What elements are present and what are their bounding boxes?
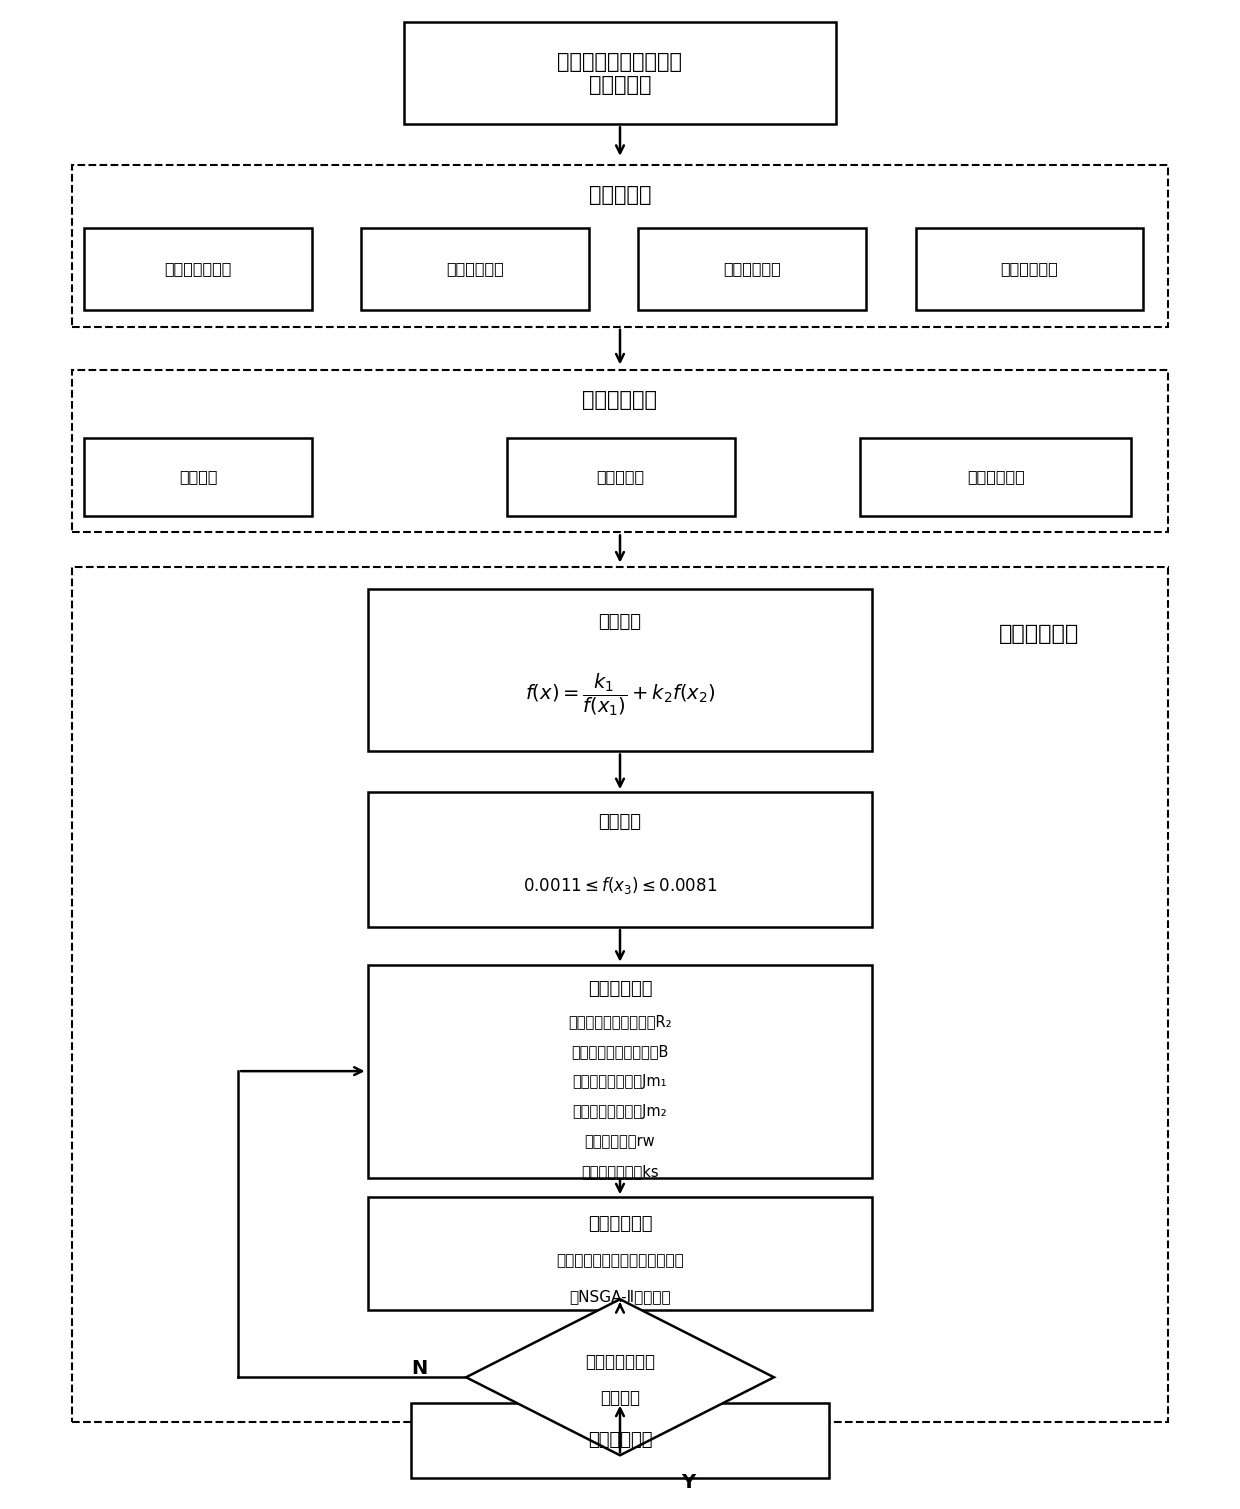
FancyBboxPatch shape — [361, 228, 589, 311]
FancyBboxPatch shape — [367, 590, 873, 751]
Text: 直流电机转动惯量Jm₂: 直流电机转动惯量Jm₂ — [573, 1105, 667, 1120]
Text: 整车及轮胎模型: 整车及轮胎模型 — [165, 261, 232, 276]
Text: 液压变传动比转向系统
多目标优化: 液压变传动比转向系统 多目标优化 — [558, 51, 682, 95]
Text: 转向灵敏度: 转向灵敏度 — [596, 469, 645, 484]
FancyBboxPatch shape — [507, 438, 734, 516]
Text: 齿扇节圆半径rw: 齿扇节圆半径rw — [585, 1135, 655, 1150]
Text: 性能评价指标: 性能评价指标 — [583, 391, 657, 410]
Text: 目标函数: 目标函数 — [599, 614, 641, 631]
FancyBboxPatch shape — [639, 228, 867, 311]
Text: 优化变量赋值: 优化变量赋值 — [588, 979, 652, 997]
Text: 是否得到满意的: 是否得到满意的 — [585, 1354, 655, 1372]
Text: 转向系统能耗: 转向系统能耗 — [967, 469, 1024, 484]
Text: 变传动比模型: 变传动比模型 — [1001, 261, 1059, 276]
Text: $f(x)=\dfrac{k_1}{f(x_1)}+k_2f(x_2)$: $f(x)=\dfrac{k_1}{f(x_1)}+k_2f(x_2)$ — [525, 672, 715, 718]
Text: 约束条件: 约束条件 — [599, 813, 641, 831]
FancyBboxPatch shape — [915, 228, 1143, 311]
Text: $0.0011\leq f(x_3)\leq 0.0081$: $0.0011\leq f(x_3)\leq 0.0081$ — [523, 875, 717, 895]
FancyBboxPatch shape — [84, 228, 312, 311]
FancyBboxPatch shape — [367, 792, 873, 927]
FancyBboxPatch shape — [84, 438, 312, 516]
Text: 的NSGA-Ⅱ遗传算法: 的NSGA-Ⅱ遗传算法 — [569, 1289, 671, 1304]
Text: 优化结果: 优化结果 — [600, 1390, 640, 1408]
Text: 优化算法运算: 优化算法运算 — [588, 1215, 652, 1233]
Text: N: N — [412, 1358, 428, 1378]
Text: 采用混合小生境群体间共享技术: 采用混合小生境群体间共享技术 — [556, 1252, 684, 1268]
FancyBboxPatch shape — [72, 164, 1168, 327]
Text: 动力学建模: 动力学建模 — [589, 184, 651, 205]
Text: 转矩传感器刚度ks: 转矩传感器刚度ks — [582, 1163, 658, 1179]
Text: 双作用叶片泵定子厚度B: 双作用叶片泵定子厚度B — [572, 1044, 668, 1059]
Text: 转向路感: 转向路感 — [179, 469, 217, 484]
Polygon shape — [466, 1299, 774, 1455]
FancyBboxPatch shape — [367, 1197, 873, 1310]
Text: 液压助力模型: 液压助力模型 — [723, 261, 781, 276]
Text: 输出优化结果: 输出优化结果 — [588, 1432, 652, 1449]
FancyBboxPatch shape — [72, 370, 1168, 533]
Text: Y: Y — [681, 1473, 694, 1492]
Text: 双作用叶片泵长轴半径R₂: 双作用叶片泵长轴半径R₂ — [568, 1014, 672, 1029]
FancyBboxPatch shape — [410, 1403, 830, 1477]
Text: 助力电机转动惯量Jm₁: 助力电机转动惯量Jm₁ — [573, 1074, 667, 1089]
FancyBboxPatch shape — [404, 23, 836, 124]
FancyBboxPatch shape — [72, 567, 1168, 1423]
FancyBboxPatch shape — [367, 964, 873, 1177]
Text: 机械传动模型: 机械传动模型 — [446, 261, 505, 276]
FancyBboxPatch shape — [861, 438, 1131, 516]
Text: 系统参数优化: 系统参数优化 — [998, 625, 1079, 644]
